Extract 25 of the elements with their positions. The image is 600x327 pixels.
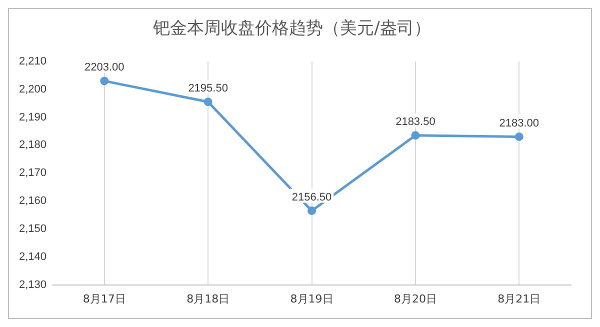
x-tick-label: 8月21日 — [498, 292, 541, 306]
y-tick-label: 2,210 — [18, 55, 47, 68]
x-tick-label: 8月17日 — [82, 292, 126, 306]
point — [100, 76, 109, 86]
data-label: 2156.50 — [292, 191, 332, 204]
data-label: 2183.50 — [396, 116, 436, 128]
data-label: 2195.50 — [188, 82, 228, 94]
y-tick-label: 2,170 — [18, 167, 47, 180]
x-tick-label: 8月18日 — [186, 292, 230, 306]
y-tick-label: 2,140 — [18, 250, 47, 263]
y-tick-label: 2,150 — [18, 222, 47, 235]
data-label: 2203.00 — [84, 61, 124, 74]
point — [411, 131, 420, 140]
y-tick-label: 2,130 — [18, 278, 47, 291]
chart-title: 钯金本周收盘价格趋势（美元/盎司） — [152, 18, 431, 39]
x-tick-label: 8月19日 — [290, 292, 334, 306]
data-label: 2183.00 — [499, 117, 540, 130]
point — [308, 206, 316, 216]
x-tick-label: 8月20日 — [394, 292, 437, 306]
point — [204, 98, 212, 106]
y-tick-label: 2,160 — [18, 195, 47, 208]
y-tick-label: 2,180 — [18, 139, 47, 152]
y-tick-label: 2,200 — [18, 83, 47, 96]
point — [514, 132, 524, 142]
y-tick-label: 2,190 — [18, 111, 47, 124]
